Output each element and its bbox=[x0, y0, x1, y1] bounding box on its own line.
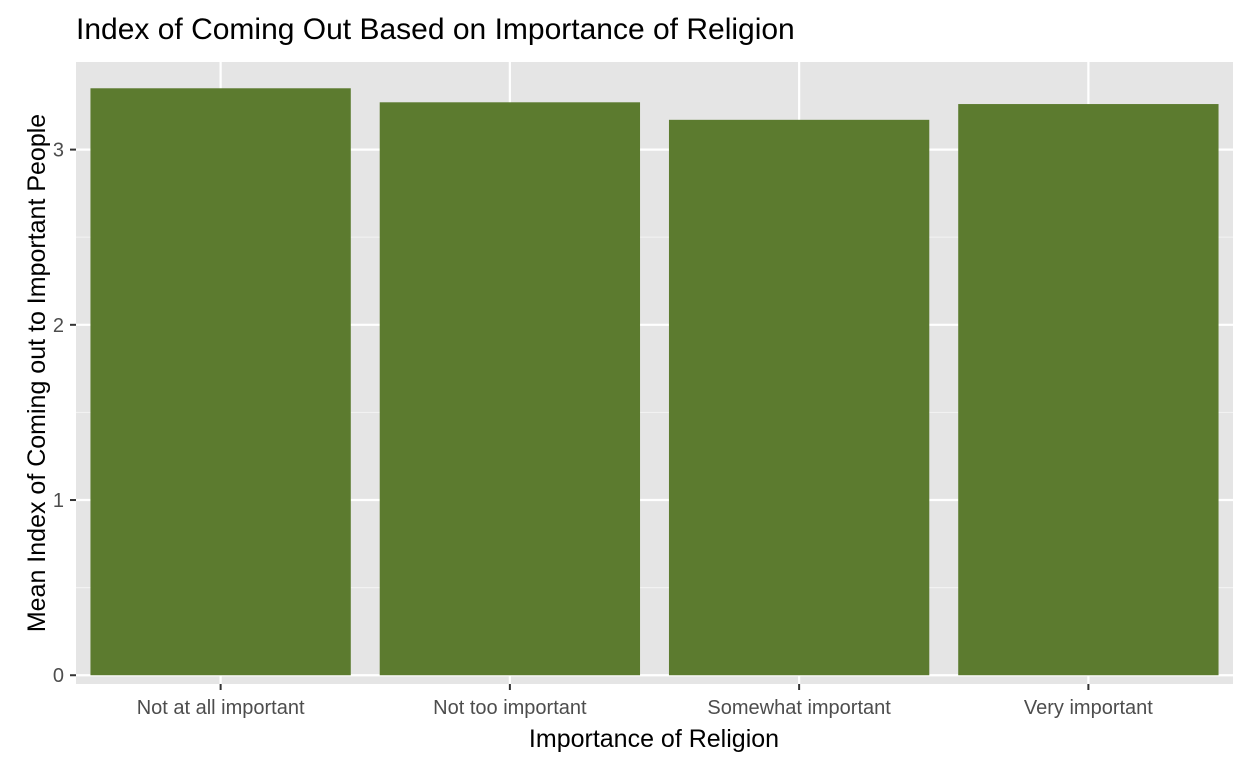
x-tick-label: Very important bbox=[1024, 697, 1153, 719]
y-axis: 0 1 2 3 bbox=[53, 140, 76, 687]
bar-1 bbox=[90, 88, 351, 676]
y-tick-label: 1 bbox=[53, 490, 64, 512]
x-axis: Not at all important Not too important Som… bbox=[137, 684, 1153, 719]
bars-layer bbox=[90, 88, 1219, 676]
chart-title: Index of Coming Out Based on Importance … bbox=[76, 13, 795, 46]
y-tick-label: 0 bbox=[53, 665, 64, 687]
bar-2 bbox=[379, 102, 641, 676]
y-axis-label: Mean Index of Coming out to Important Pe… bbox=[23, 114, 51, 632]
bar-3 bbox=[668, 119, 930, 676]
y-tick-label: 2 bbox=[53, 315, 64, 337]
bar-4 bbox=[958, 104, 1219, 676]
y-tick-label: 3 bbox=[53, 140, 64, 162]
x-tick-label: Somewhat important bbox=[707, 697, 891, 719]
x-tick-label: Not at all important bbox=[137, 697, 305, 719]
x-tick-label: Not too important bbox=[433, 697, 587, 719]
x-axis-label: Importance of Religion bbox=[529, 725, 779, 753]
